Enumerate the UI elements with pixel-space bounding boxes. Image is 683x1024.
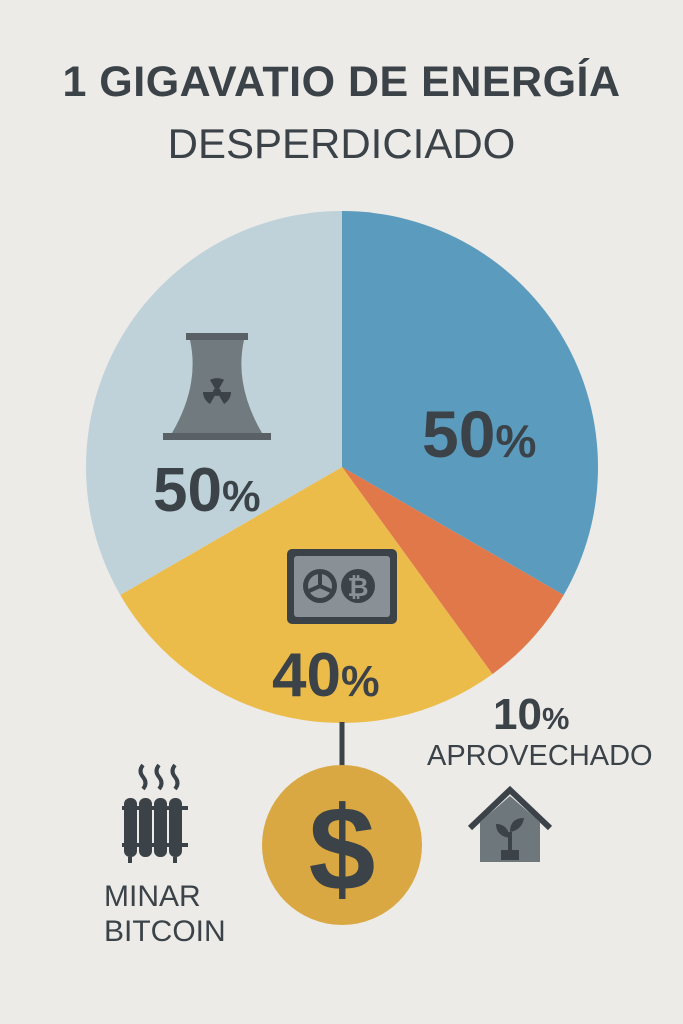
slice-unit-grey: % — [221, 473, 261, 521]
slice-unit-orange: % — [541, 701, 570, 736]
slice-value-yellow: 40 — [272, 641, 341, 710]
slice-value-orange: 10 — [493, 690, 542, 739]
dollar-coin-icon: $ — [262, 765, 422, 925]
mining-caption: MINAR BITCOIN — [104, 880, 226, 949]
slice-label-blue: 50% — [422, 396, 537, 472]
slice-value-grey: 50 — [153, 456, 222, 525]
svg-text:$: $ — [309, 782, 376, 916]
bitcoin-mining-rig-icon: ₿ — [287, 549, 397, 624]
nuclear-cooling-tower-icon — [163, 333, 271, 440]
slice-unit-blue: % — [495, 415, 537, 467]
pie-slice-orange — [342, 467, 564, 675]
page-subtitle: DESPERDICIADO — [167, 120, 516, 167]
greenhouse-plant-icon — [467, 785, 553, 862]
slice-label-orange: 10% — [493, 690, 569, 740]
page-title: 1 GIGAVATIO DE ENERGÍA — [62, 58, 621, 106]
radiator-heat-icon — [122, 763, 188, 863]
mining-caption-line2: BITCOIN — [104, 914, 226, 948]
svg-text:₿: ₿ — [347, 573, 368, 603]
mining-caption-line1: MINAR — [104, 880, 201, 913]
slice-label-yellow: 40% — [272, 640, 380, 711]
orange-caption: APROVECHADO — [427, 740, 653, 772]
slice-value-blue: 50 — [422, 397, 496, 471]
slice-unit-yellow: % — [340, 658, 380, 706]
slice-label-grey: 50% — [153, 455, 261, 526]
pie-slice-blue — [342, 211, 598, 595]
